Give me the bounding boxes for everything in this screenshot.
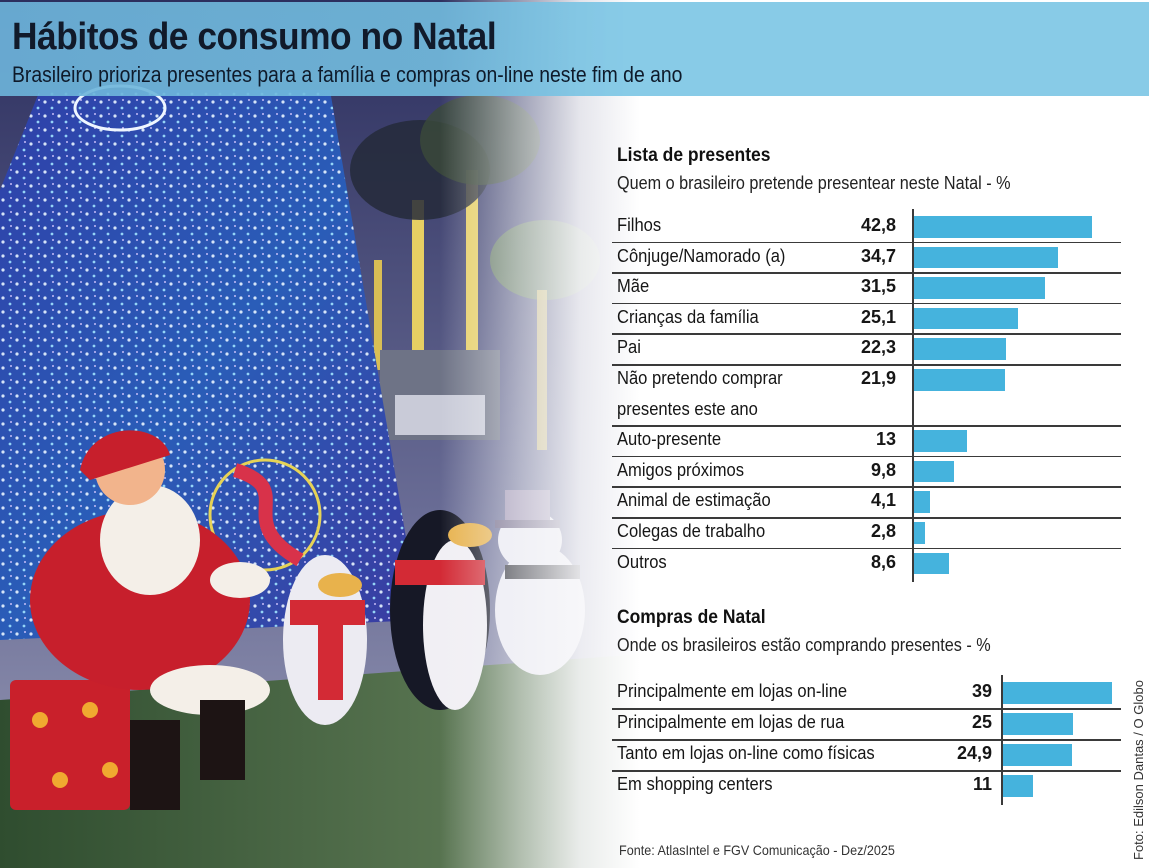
bar	[913, 307, 1018, 330]
axis-line	[912, 209, 914, 583]
category-label: Tanto em lojas on-line como físicas	[617, 743, 875, 763]
category-label: presentes este ano	[617, 398, 758, 419]
chart-1-title: Lista de presentes	[617, 145, 771, 166]
row-divider	[612, 486, 1121, 488]
source-note: Fonte: AtlasIntel e FGV Comunicação - De…	[619, 842, 895, 858]
bar	[913, 246, 1059, 269]
row-divider	[612, 708, 1121, 710]
value-label: 22,3	[860, 337, 896, 358]
value-label: 11	[972, 774, 992, 794]
bar	[1002, 744, 1073, 766]
chart-1-subtitle: Quem o brasileiro pretende presentear ne…	[617, 173, 1011, 193]
category-label: Em shopping centers	[617, 774, 773, 794]
row-divider	[612, 333, 1121, 335]
value-label: 42,8	[860, 215, 896, 235]
bar	[913, 216, 1092, 238]
value-label: 25,1	[860, 306, 896, 327]
row-divider	[612, 739, 1121, 741]
value-label: 39	[971, 681, 992, 701]
row-divider	[612, 302, 1121, 305]
row-divider	[612, 517, 1121, 519]
row-divider	[612, 241, 1121, 244]
value-label: 34,7	[860, 245, 896, 266]
page-title: Hábitos de consumo no Natal	[12, 16, 497, 58]
row-divider	[612, 272, 1121, 274]
photo-credit: Foto: Edilson Dantas / O Globo	[1131, 680, 1146, 860]
value-label: 13	[875, 429, 896, 450]
chart-2-subtitle: Onde os brasileiros estão comprando pres…	[617, 635, 991, 655]
row-divider	[612, 770, 1121, 772]
category-label: Principalmente em lojas on-line	[617, 681, 848, 701]
bar	[913, 430, 968, 452]
bar	[913, 338, 1007, 360]
row-divider	[612, 547, 1121, 550]
axis-line	[1001, 675, 1003, 805]
category-label: Mãe	[617, 276, 650, 297]
row-divider	[612, 425, 1121, 427]
category-label: Outros	[617, 551, 667, 572]
category-label: Principalmente em lojas de rua	[617, 712, 845, 732]
bar	[913, 491, 931, 513]
bar	[913, 522, 925, 544]
value-label: 21,9	[860, 368, 896, 388]
value-label: 25	[971, 712, 992, 732]
category-label: Filhos	[617, 215, 662, 235]
value-label: 9,8	[870, 459, 896, 480]
bar	[913, 460, 954, 483]
header-photo-tint	[0, 2, 620, 96]
bar	[913, 552, 949, 575]
bar	[1002, 713, 1073, 735]
category-label: Não pretendo comprar	[617, 368, 783, 388]
category-label: Pai	[617, 337, 641, 358]
value-label: 2,8	[870, 521, 896, 541]
category-label: Auto-presente	[617, 429, 722, 450]
header-band: Hábitos de consumo no Natal Brasileiro p…	[0, 2, 1149, 96]
page-subtitle: Brasileiro prioriza presentes para a fam…	[12, 62, 683, 87]
chart-2-title: Compras de Natal	[617, 607, 766, 628]
value-label: 24,9	[956, 743, 992, 763]
bar	[1002, 775, 1034, 797]
value-label: 4,1	[870, 490, 896, 511]
row-divider	[612, 455, 1121, 458]
category-label: Animal de estimação	[617, 490, 771, 511]
value-label: 31,5	[860, 276, 896, 297]
category-label: Colegas de trabalho	[617, 521, 766, 541]
bar	[1002, 682, 1113, 704]
bar	[913, 369, 1005, 391]
category-label: Amigos próximos	[617, 459, 745, 480]
category-label: Crianças da família	[617, 306, 759, 327]
row-divider	[612, 364, 1121, 366]
value-label: 8,6	[870, 551, 896, 572]
bar	[913, 277, 1045, 299]
category-label: Cônjuge/Namorado (a)	[617, 245, 786, 266]
